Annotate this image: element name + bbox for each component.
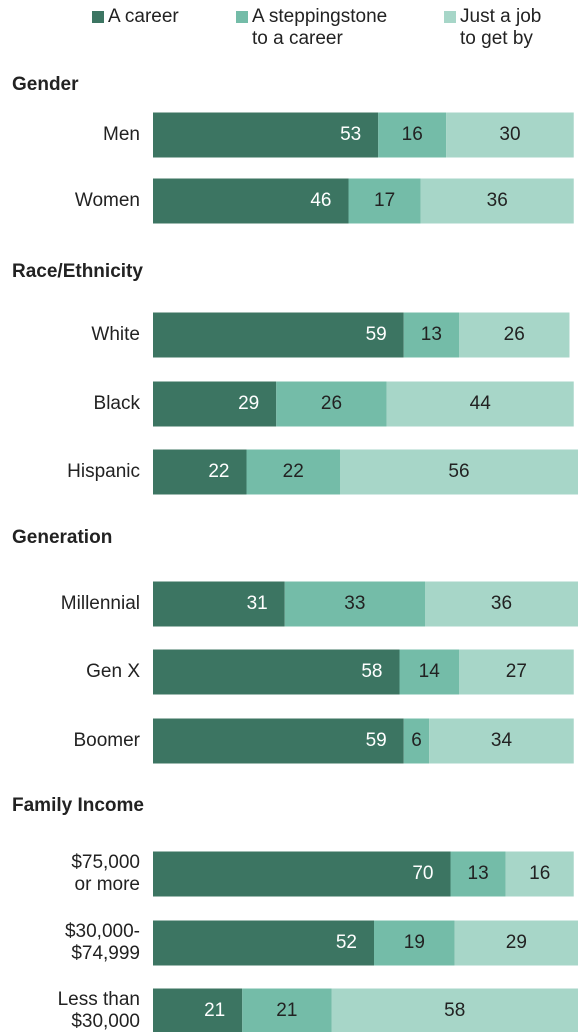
bar-segment-career <box>153 581 285 627</box>
group-title: Generation <box>12 527 112 548</box>
bar-segment-steppingstone <box>399 649 459 695</box>
data-label: 52 <box>336 932 357 953</box>
legend: A career A steppingstone to a career Just … <box>0 0 580 64</box>
group-title: Gender <box>12 74 79 95</box>
data-label: 13 <box>421 324 442 345</box>
category-label: Less than $30,000 <box>58 989 140 1032</box>
legend-swatch-job <box>444 11 456 23</box>
category-label: Hispanic <box>67 461 140 482</box>
bar-segment-steppingstone <box>284 581 425 627</box>
bar-segment-job <box>386 381 574 427</box>
data-label: 46 <box>310 190 331 211</box>
data-label: 36 <box>487 190 508 211</box>
data-label: 22 <box>208 461 229 482</box>
bar-segment-steppingstone <box>374 920 455 966</box>
data-label: 59 <box>366 324 387 345</box>
data-label: 56 <box>448 461 469 482</box>
bar-segment-job <box>459 649 574 695</box>
category-label: Women <box>75 190 140 211</box>
data-label: 30 <box>499 124 520 145</box>
legend-label-job: Just a job to get by <box>460 6 542 49</box>
data-label: 21 <box>276 1000 297 1021</box>
data-label: 19 <box>404 932 425 953</box>
bar-segment-job <box>505 851 574 897</box>
bar-segment-career <box>153 449 247 495</box>
bar-segment-career <box>153 381 277 427</box>
bar-segment-career <box>153 718 404 764</box>
data-label: 26 <box>321 393 342 414</box>
bar-segment-steppingstone <box>348 178 421 224</box>
bar-segment-steppingstone <box>450 851 506 897</box>
data-label: 33 <box>344 593 365 614</box>
bar-segment-job <box>331 988 578 1032</box>
data-label: 36 <box>491 593 512 614</box>
legend-swatch-steppingstone <box>236 11 248 23</box>
category-label: Gen X <box>86 661 140 682</box>
bar-segment-steppingstone <box>378 112 447 158</box>
data-label: 13 <box>468 863 489 884</box>
legend-label-career: A career <box>108 6 179 27</box>
bar-segment-job <box>454 920 578 966</box>
data-label: 6 <box>411 730 422 751</box>
bar-segment-job <box>420 178 574 224</box>
group-title: Race/Ethnicity <box>12 261 143 282</box>
data-label: 16 <box>402 124 423 145</box>
data-label: 17 <box>374 190 395 211</box>
category-label: $75,000 or more <box>71 852 140 895</box>
data-label: 22 <box>283 461 304 482</box>
category-label: Black <box>94 393 141 414</box>
data-label: 21 <box>204 1000 225 1021</box>
bar-segment-career <box>153 988 243 1032</box>
data-label: 29 <box>506 932 527 953</box>
bar-segment-job <box>429 718 574 764</box>
category-label: White <box>91 324 140 345</box>
bar-segment-career <box>153 920 374 966</box>
bar-segment-career <box>153 112 379 158</box>
category-label: Millennial <box>61 593 140 614</box>
bar-segment-career <box>153 851 451 897</box>
data-label: 58 <box>444 1000 465 1021</box>
data-label: 58 <box>361 661 382 682</box>
data-label: 26 <box>504 324 525 345</box>
category-label: Boomer <box>73 730 140 751</box>
data-label: 27 <box>506 661 527 682</box>
bar-segment-job <box>425 581 578 627</box>
bar-segment-steppingstone <box>403 312 459 358</box>
data-label: 31 <box>247 593 268 614</box>
category-label: Men <box>103 124 140 145</box>
data-label: 53 <box>340 124 361 145</box>
data-label: 34 <box>491 730 513 751</box>
data-label: 16 <box>529 863 550 884</box>
bar-segment-steppingstone <box>242 988 332 1032</box>
bar-segment-job <box>340 449 578 495</box>
legend-label-steppingstone: A steppingstone to a career <box>252 6 388 49</box>
data-label: 29 <box>238 393 259 414</box>
group-title: Family Income <box>12 795 144 816</box>
bar-segment-career <box>153 178 349 224</box>
bar-segment-steppingstone <box>246 449 340 495</box>
bar-segment-career <box>153 312 404 358</box>
data-label: 59 <box>366 730 387 751</box>
bar-segment-job <box>459 312 570 358</box>
bar-segment-job <box>446 112 574 158</box>
bar-segment-steppingstone <box>276 381 387 427</box>
data-label: 70 <box>412 863 433 884</box>
legend-swatch-career <box>92 11 104 23</box>
bar-segment-career <box>153 649 400 695</box>
category-label: $30,000-$74,999 <box>65 921 140 964</box>
bar-segment-steppingstone <box>403 718 430 764</box>
data-label: 14 <box>419 661 441 682</box>
data-label: 44 <box>470 393 492 414</box>
